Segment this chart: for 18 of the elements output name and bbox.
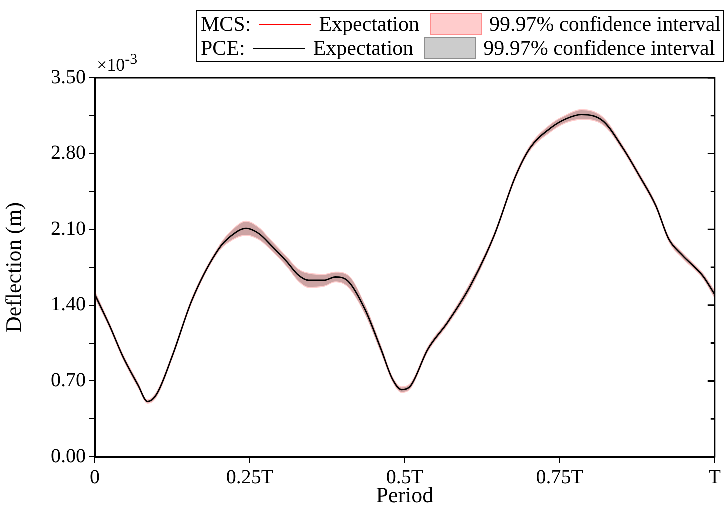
text: Expectation (319, 12, 420, 36)
x-tick-label: 0 (90, 466, 100, 488)
y-tick-label: 0.00 (51, 445, 86, 468)
text: ×10$^{-3}$ (97, 52, 138, 76)
text: 99.97% confidence interval (484, 36, 716, 60)
y-tick-label: 2.80 (51, 142, 86, 164)
text: Expectation (313, 36, 414, 60)
legend-label: MCS: (201, 12, 252, 36)
y-tick-label: 3.50 (51, 66, 86, 88)
x-tick-label: 0.25T (226, 466, 274, 488)
x-tick-label: 0.75T (536, 466, 584, 488)
y-tick-label: 1.40 (51, 294, 86, 316)
text: 99.97% confidence interval (490, 12, 721, 36)
y-tick-label: 2.10 (51, 218, 86, 240)
legend-label: PCE: (201, 36, 246, 60)
y-tick-label: 0.70 (51, 369, 86, 392)
x-tick-label: T (708, 466, 721, 488)
y-axis-title: Deflection (m) (0, 202, 26, 333)
